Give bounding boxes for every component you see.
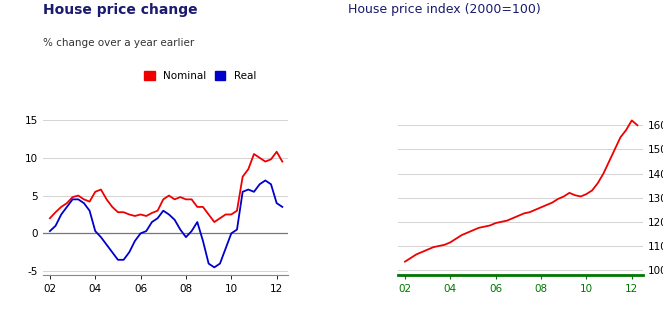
Text: House price change: House price change <box>43 3 198 17</box>
Text: House price index (2000=100): House price index (2000=100) <box>348 3 541 16</box>
Legend: Nominal, Real: Nominal, Real <box>141 68 259 84</box>
Text: % change over a year earlier: % change over a year earlier <box>43 38 194 48</box>
